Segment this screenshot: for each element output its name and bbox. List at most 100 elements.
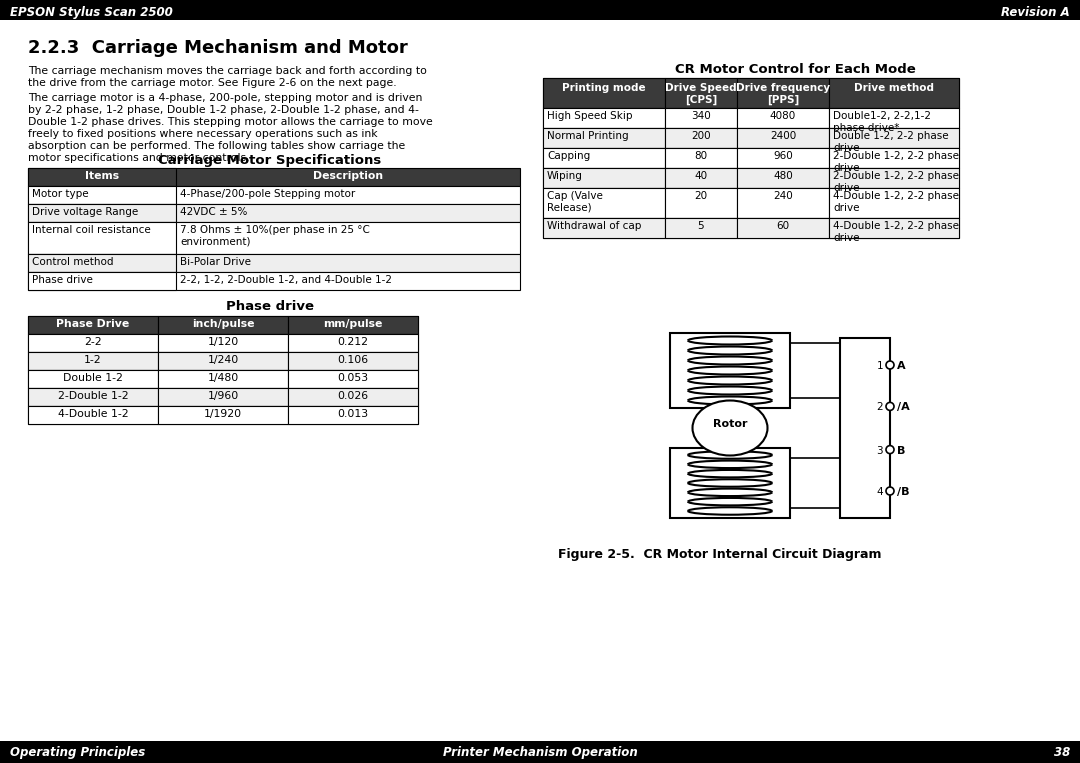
Text: Printing mode: Printing mode [563, 83, 646, 93]
Text: /A: /A [897, 402, 909, 412]
Bar [737, 218, 829, 238]
Bar [158, 334, 288, 352]
Text: 2-Double 1-2, 2-2 phase
drive: 2-Double 1-2, 2-2 phase drive [833, 171, 959, 193]
Text: Description: Description [313, 171, 383, 181]
Text: 960: 960 [773, 151, 793, 161]
Bar [28, 186, 519, 204]
Text: 480: 480 [773, 171, 793, 181]
Bar [543, 218, 959, 238]
Text: Items: Items [85, 171, 119, 181]
Bar [0, 0, 1080, 20]
Bar [737, 148, 829, 168]
Text: 2400: 2400 [770, 131, 796, 141]
Bar [288, 370, 418, 388]
Text: 3: 3 [876, 446, 883, 456]
Bar [28, 168, 519, 186]
Text: Capping: Capping [546, 151, 591, 161]
Text: Revision A: Revision A [1001, 6, 1070, 19]
Bar [158, 370, 288, 388]
Text: 7.8 Ohms ± 10%(per phase in 25 °C
environment): 7.8 Ohms ± 10%(per phase in 25 °C enviro… [180, 225, 369, 247]
Text: 1/1920: 1/1920 [204, 409, 242, 419]
Circle shape [886, 402, 894, 410]
Bar [158, 406, 288, 424]
Text: 80: 80 [694, 151, 707, 161]
Text: 4-Double 1-2, 2-2 phase
drive: 4-Double 1-2, 2-2 phase drive [833, 191, 959, 213]
Bar [543, 218, 665, 238]
Bar [829, 168, 959, 188]
Text: 200: 200 [691, 131, 711, 141]
Bar [28, 370, 418, 388]
Text: The carriage motor is a 4-phase, 200-pole, stepping motor and is driven
by 2-2 p: The carriage motor is a 4-phase, 200-pol… [28, 93, 433, 163]
Text: Phase drive: Phase drive [32, 275, 93, 285]
Text: Operating Principles: Operating Principles [10, 746, 145, 759]
Bar [829, 128, 959, 148]
Bar [288, 334, 418, 352]
Text: 0.212: 0.212 [337, 337, 368, 347]
Bar [543, 78, 665, 108]
Text: /B: /B [897, 487, 909, 497]
Text: 4-Phase/200-pole Stepping motor: 4-Phase/200-pole Stepping motor [180, 189, 355, 199]
Text: Control method: Control method [32, 257, 113, 267]
Text: 0.053: 0.053 [337, 373, 368, 383]
Bar [543, 168, 665, 188]
Text: 4: 4 [876, 487, 883, 497]
Bar [28, 316, 418, 334]
Bar [543, 168, 959, 188]
Text: Wiping: Wiping [546, 171, 583, 181]
Text: Figure 2-5.  CR Motor Internal Circuit Diagram: Figure 2-5. CR Motor Internal Circuit Di… [558, 548, 881, 561]
Text: 0.013: 0.013 [337, 409, 368, 419]
Text: 2-2: 2-2 [84, 337, 102, 347]
Text: Motor type: Motor type [32, 189, 89, 199]
Bar [28, 222, 519, 254]
Bar [28, 204, 176, 222]
Text: Cap (Valve
Release): Cap (Valve Release) [546, 191, 603, 213]
Bar [665, 78, 737, 108]
Bar [665, 188, 737, 218]
Bar [28, 334, 418, 352]
Bar [543, 78, 959, 108]
Text: 2-Double 1-2, 2-2 phase
drive: 2-Double 1-2, 2-2 phase drive [833, 151, 959, 173]
Bar [543, 128, 665, 148]
Text: Double 1-2, 2-2 phase
drive: Double 1-2, 2-2 phase drive [833, 131, 948, 153]
Bar [28, 254, 519, 272]
Bar [543, 148, 665, 168]
Bar [28, 388, 158, 406]
Bar [158, 352, 288, 370]
Bar [737, 188, 829, 218]
Text: 0.026: 0.026 [337, 391, 368, 401]
Bar [829, 188, 959, 218]
Text: Normal Printing: Normal Printing [546, 131, 629, 141]
Text: 1/120: 1/120 [207, 337, 239, 347]
Text: Phase drive: Phase drive [226, 300, 314, 313]
Text: Carriage Motor Specifications: Carriage Motor Specifications [159, 154, 381, 167]
Bar [158, 388, 288, 406]
Text: inch/pulse: inch/pulse [192, 319, 254, 329]
Bar [840, 338, 890, 518]
Text: 4080: 4080 [770, 111, 796, 121]
Bar [28, 334, 158, 352]
Text: Drive Speed
[CPS]: Drive Speed [CPS] [665, 83, 737, 105]
Text: Rotor: Rotor [713, 419, 747, 429]
Text: 60: 60 [777, 221, 789, 231]
Bar [28, 316, 158, 334]
Bar [829, 218, 959, 238]
Text: 42VDC ± 5%: 42VDC ± 5% [180, 207, 247, 217]
Text: 340: 340 [691, 111, 711, 121]
Text: 20: 20 [694, 191, 707, 201]
Circle shape [886, 487, 894, 495]
Bar [28, 222, 176, 254]
Bar [288, 388, 418, 406]
Text: The carriage mechanism moves the carriage back and forth according to
the drive : The carriage mechanism moves the carriag… [28, 66, 427, 88]
Bar [28, 388, 418, 406]
Text: A: A [897, 361, 906, 371]
Circle shape [886, 361, 894, 369]
Text: 2.2.3  Carriage Mechanism and Motor: 2.2.3 Carriage Mechanism and Motor [28, 39, 408, 57]
Bar [288, 316, 418, 334]
Text: High Speed Skip: High Speed Skip [546, 111, 633, 121]
Bar [28, 254, 176, 272]
Bar [665, 148, 737, 168]
Text: Drive method: Drive method [854, 83, 934, 93]
Bar [665, 128, 737, 148]
Text: 1/960: 1/960 [207, 391, 239, 401]
Text: 2-Double 1-2: 2-Double 1-2 [57, 391, 129, 401]
